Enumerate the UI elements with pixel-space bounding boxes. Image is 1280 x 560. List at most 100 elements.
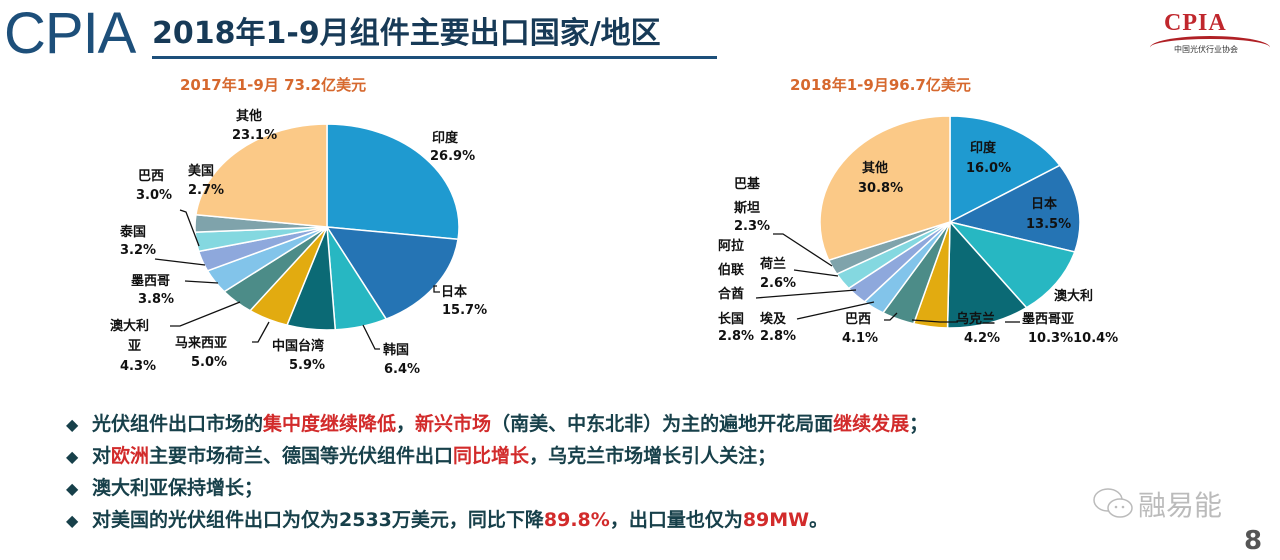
label-australia: 澳大利 [110, 318, 149, 334]
wechat-icon [1093, 488, 1133, 518]
highlight-text: 同比增长 [453, 445, 530, 467]
pie-slice-1 [947, 164, 1081, 253]
label-india: 印度 [970, 140, 997, 156]
label-brazil: 巴西 [138, 169, 164, 184]
label-pakistan-1: 巴基 [734, 176, 761, 192]
logo-arc [1150, 36, 1270, 59]
value-japan: 15.7% [442, 303, 487, 318]
value-malaysia: 5.0% [191, 355, 227, 370]
label-thailand: 泰国 [119, 224, 146, 240]
bullet-text: 主要市场荷兰、德国等光伏组件出口 [149, 445, 454, 467]
leader-line-korea [362, 324, 380, 350]
leader-lines-2017 [154, 209, 440, 350]
label-netherlands: 荷兰 [759, 256, 786, 272]
bullet-text: 澳大利亚保持增长； [92, 477, 264, 499]
label-other: 其他 [862, 160, 888, 176]
bullet-item: ◆ 光伏组件出口市场的集中度继续降低，新兴市场（南美、中东北非）为主的遍地开花局面… [66, 408, 928, 440]
cpia-association-logo: CPIA 中国光伏行业协会 [1150, 6, 1270, 56]
value-taiwan: 5.9% [289, 358, 325, 373]
bullet-list: ◆ 光伏组件出口市场的集中度继续降低，新兴市场（南美、中东北非）为主的遍地开花局面… [66, 408, 928, 536]
value-thailand: 3.2% [120, 243, 156, 258]
leader-line-pakistan [773, 233, 833, 267]
label-uae-1: 阿拉 [718, 238, 744, 254]
bullet-text: 光伏组件出口市场的 [92, 413, 264, 435]
pie-2017 [194, 123, 460, 331]
label-other: 其他 [236, 108, 262, 124]
logo-subtitle: 中国光伏行业协会 [1174, 45, 1238, 54]
diamond-bullet-icon: ◆ [66, 415, 79, 434]
bullet-item: ◆ 对美国的光伏组件出口为仅为2533万美元，同比下降89.8%，出口量也仅为89… [66, 504, 928, 536]
value-usa: 2.7% [188, 183, 224, 198]
value-india: 16.0% [966, 161, 1011, 176]
labels-2018: 印度 16.0% 日本 13.5% 澳大利 墨西哥亚 10.3%10.4% 乌克… [718, 140, 1118, 346]
value-mexico: 4.2% [964, 331, 1000, 346]
bullet-text: 对美国的光伏组件出口为仅为2533万美元，同比下降 [92, 509, 544, 531]
pie-slice-3 [946, 220, 1028, 329]
pie-charts: 印度 26.9% 日本 15.7% 韩国 6.4% 中国台湾 5.9% 马来西亚… [110, 108, 1118, 377]
value-pakistan: 2.3% [734, 219, 770, 234]
label-pakistan-2: 斯坦 [734, 200, 760, 216]
leader-line-malaysia [252, 321, 270, 343]
highlight-text: 欧洲 [111, 445, 150, 467]
leader-line-thailand [154, 258, 206, 266]
leader-line-brazil [179, 209, 200, 247]
leader-line-mexico [184, 280, 219, 284]
highlight-text: 新兴市场 [415, 413, 492, 435]
label-india: 印度 [432, 130, 459, 146]
chart-title-2018: 2018年1-9月96.7亿美元 [790, 76, 971, 94]
value-korea: 6.4% [384, 362, 420, 377]
label-korea: 韩国 [383, 342, 409, 358]
diamond-bullet-icon: ◆ [66, 479, 79, 498]
pie-2018 [819, 115, 1081, 329]
value-india: 26.9% [430, 149, 475, 164]
highlight-text: 89.8% [543, 509, 610, 531]
leader-lines-2018 [755, 233, 1020, 323]
pie-slice-10 [819, 115, 951, 262]
label-uae-4: 长国 [718, 311, 744, 327]
chart-title-2017: 2017年1-9月 73.2亿美元 [180, 76, 367, 94]
highlight-text: 89MW [742, 509, 810, 531]
cpia-logo: CPIA [4, 1, 136, 66]
leader-line-egypt [796, 301, 875, 320]
logo-text: CPIA [1164, 10, 1227, 36]
label-japan: 日本 [441, 284, 467, 300]
value-australia: 4.3% [120, 359, 156, 374]
pie-slice-2 [947, 220, 1076, 309]
value-japan: 13.5% [1026, 217, 1071, 232]
leader-line-uae [755, 289, 857, 299]
value-netherlands: 2.6% [760, 276, 796, 291]
label-egypt: 埃及 [760, 311, 787, 327]
diamond-bullet-icon: ◆ [66, 511, 79, 530]
bullet-text: 对 [92, 445, 112, 467]
pie-slice-0 [326, 123, 460, 241]
bullet-text: ； [909, 413, 929, 435]
highlight-text: 集中度继续降低 [263, 413, 397, 435]
bullet-text: ，乌克兰市场增长引人关注； [529, 445, 777, 467]
labels-2017: 印度 26.9% 日本 15.7% 韩国 6.4% 中国台湾 5.9% 马来西亚… [110, 108, 487, 377]
bullet-text: ，出口量也仅为 [609, 509, 743, 531]
page-title: 2018年1-9月组件主要出口国家/地区 [152, 16, 661, 51]
page-number: 8 [1244, 526, 1263, 556]
value-other: 30.8% [858, 181, 903, 196]
label-mexico: 墨西哥 [131, 273, 170, 289]
value-ukraine-australia: 10.3%10.4% [1028, 331, 1118, 346]
leader-line-netherlands [793, 269, 839, 277]
pie-slice-10 [195, 123, 328, 228]
value-egypt: 2.8% [760, 329, 796, 344]
pie-slice-0 [949, 115, 1062, 224]
label-ukraine: 乌克兰 [956, 311, 995, 327]
title-underline [152, 56, 717, 59]
label-uae-2: 伯联 [718, 262, 744, 278]
bullet-item: ◆ 澳大利亚保持增长； [66, 472, 928, 504]
label-uae-3: 合酋 [718, 286, 744, 302]
value-other: 23.1% [232, 128, 277, 143]
value-uae: 2.8% [718, 329, 754, 344]
leader-line-australia [170, 301, 241, 327]
value-brazil: 3.0% [136, 188, 172, 203]
value-brazil: 4.1% [842, 331, 878, 346]
leader-line-ukraine [911, 319, 958, 323]
bullet-text: ， [396, 413, 416, 435]
label-australia: 澳大利 [1054, 288, 1093, 304]
label-taiwan: 中国台湾 [272, 338, 324, 354]
value-mexico: 3.8% [138, 292, 174, 307]
